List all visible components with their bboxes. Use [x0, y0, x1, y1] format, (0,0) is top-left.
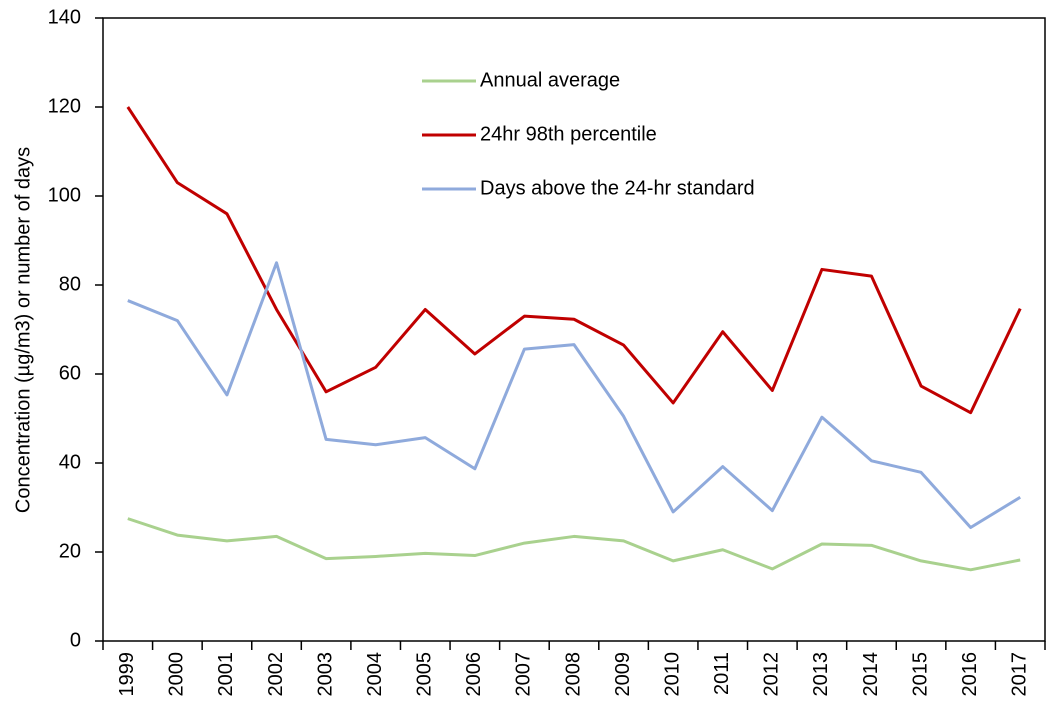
x-tick-label: 2010 — [661, 652, 683, 697]
x-tick-label: 2011 — [711, 652, 733, 695]
x-tick-label: 2005 — [414, 652, 436, 697]
x-tick-label: 2012 — [761, 652, 783, 697]
x-tick-label: 2009 — [612, 652, 634, 697]
y-tick-label: 140 — [48, 6, 81, 28]
x-tick-label: 2006 — [463, 652, 485, 697]
x-tick-label: 2014 — [860, 652, 882, 697]
y-tick-label: 20 — [59, 540, 81, 562]
x-tick-label: 2007 — [513, 652, 535, 697]
y-axis-label: Concentration (µg/m3) or number of days — [12, 147, 34, 513]
y-tick-label: 60 — [59, 362, 81, 384]
x-tick-label: 2013 — [810, 652, 832, 697]
x-tick-label: 2008 — [562, 652, 584, 697]
x-tick-label: 2004 — [364, 652, 386, 697]
y-tick-label: 80 — [59, 273, 81, 295]
series-line — [126, 106, 1022, 415]
series-line — [127, 517, 1021, 572]
x-tick-label: 1999 — [116, 652, 138, 697]
y-tick-label: 0 — [70, 629, 81, 651]
x-tick-label: 2017 — [1008, 652, 1030, 697]
legend-label: 24hr 98th percentile — [480, 123, 657, 145]
x-tick-label: 2016 — [959, 652, 981, 697]
x-tick-label: 2003 — [314, 652, 336, 697]
x-tick-label: 2000 — [166, 652, 188, 697]
legend-label: Days above the 24-hr standard — [480, 177, 755, 199]
series-line — [127, 261, 1021, 530]
x-tick-label: 2015 — [909, 652, 931, 697]
y-tick-label: 100 — [48, 184, 81, 206]
plot-frame — [102, 17, 1046, 642]
y-tick-label: 40 — [59, 451, 81, 473]
x-tick-label: 2002 — [265, 652, 287, 697]
y-tick-label: 120 — [48, 95, 81, 117]
x-tick-label: 2001 — [215, 652, 237, 697]
legend-label: Annual average — [480, 69, 620, 91]
